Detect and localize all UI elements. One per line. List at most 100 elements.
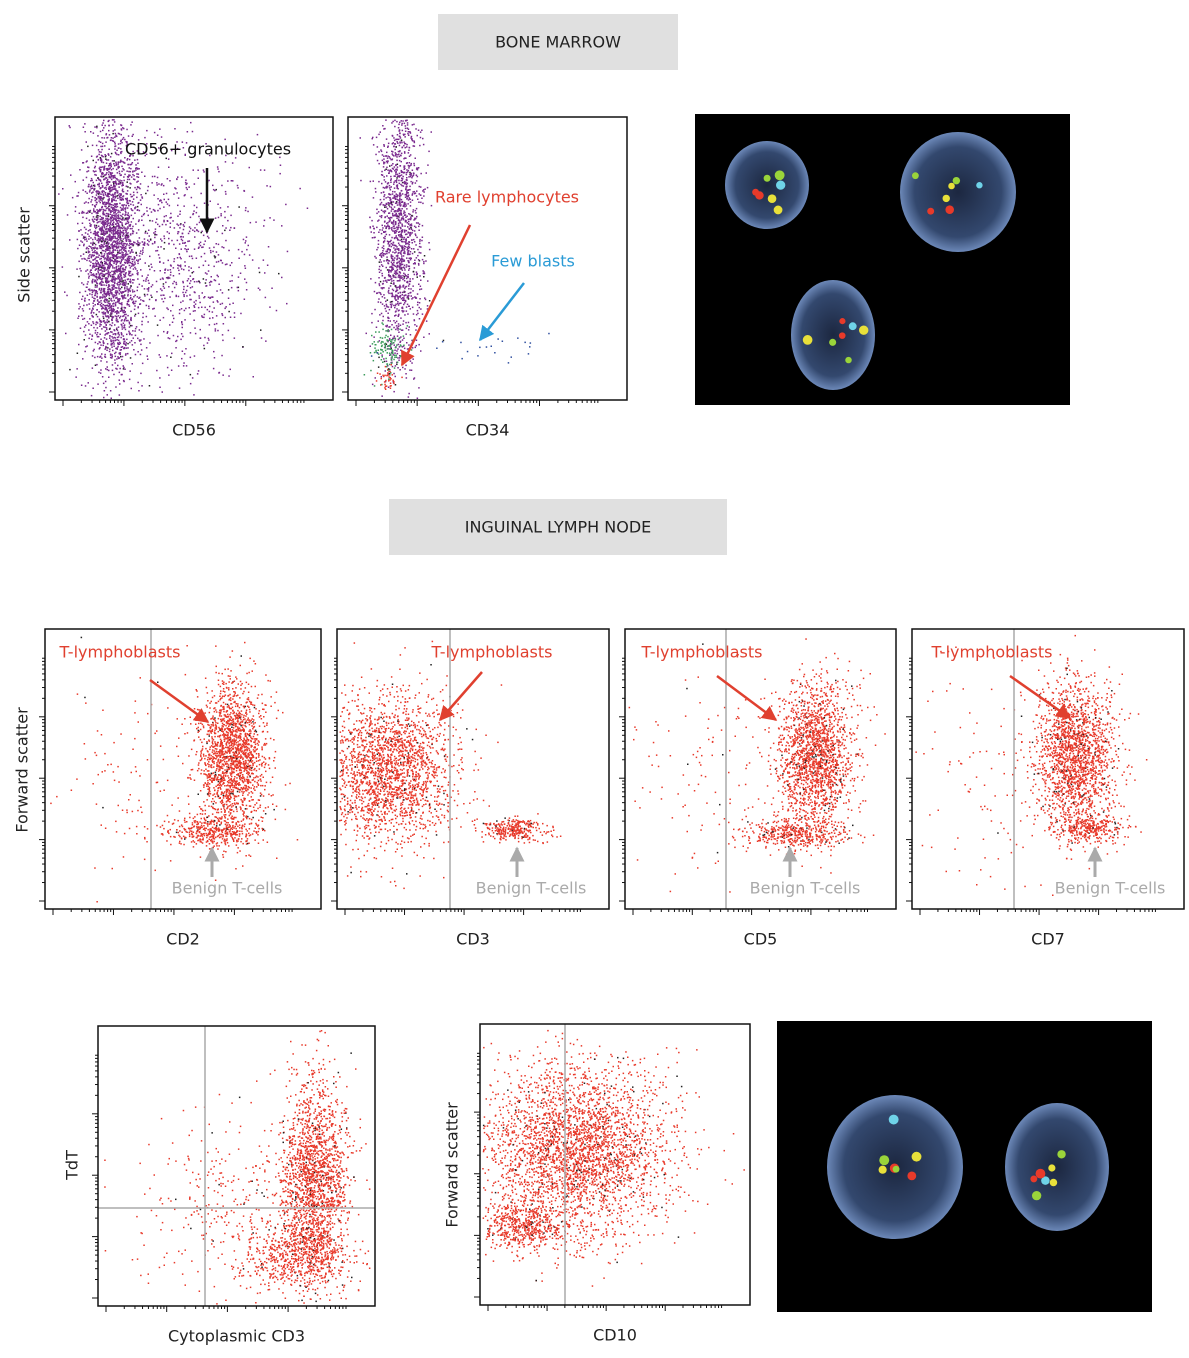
dot (215, 315, 218, 317)
dot (399, 369, 401, 371)
dot (98, 275, 101, 277)
dot (103, 221, 106, 223)
dot (394, 125, 396, 128)
dot (130, 251, 132, 253)
dot (126, 170, 128, 172)
dot (105, 249, 107, 251)
dot (114, 271, 116, 273)
dot (94, 185, 96, 187)
dot (142, 224, 145, 227)
dot (394, 245, 397, 247)
dot (147, 290, 150, 292)
dot (90, 247, 93, 249)
dot (66, 294, 68, 297)
dot (400, 336, 402, 338)
dot (139, 296, 141, 299)
dot (416, 169, 419, 171)
dot (129, 239, 131, 241)
dot (394, 153, 397, 156)
dot (398, 135, 401, 137)
dot (101, 306, 104, 308)
dot (114, 324, 116, 326)
dot (132, 191, 135, 194)
dot (122, 136, 125, 139)
dot (393, 227, 395, 230)
dot (151, 182, 153, 184)
dot (116, 368, 118, 370)
dot (188, 266, 190, 268)
dot (120, 209, 122, 211)
dot (130, 255, 132, 258)
dot (132, 337, 134, 339)
dot (97, 183, 99, 186)
dot (263, 225, 265, 227)
dot (228, 375, 230, 377)
dot (139, 183, 142, 185)
dot (114, 241, 116, 243)
dot (96, 300, 99, 302)
dot (107, 222, 110, 225)
dot (141, 196, 143, 198)
dot (101, 142, 104, 145)
dot (384, 235, 386, 238)
dot (415, 195, 418, 197)
dot (134, 302, 136, 305)
dot (394, 202, 397, 204)
dot (120, 214, 122, 217)
dot (136, 196, 138, 199)
dot (419, 285, 422, 287)
dot (127, 227, 129, 229)
dot (120, 275, 122, 277)
dot (122, 184, 124, 186)
dot (102, 342, 105, 344)
dot (119, 266, 122, 268)
dot (195, 257, 198, 259)
dot (124, 259, 127, 261)
dot (213, 350, 215, 353)
dot (105, 269, 107, 271)
dot (217, 275, 219, 278)
dot (397, 261, 399, 264)
dot (173, 317, 175, 320)
dot (88, 166, 90, 169)
dot (129, 297, 131, 300)
dot (114, 145, 116, 148)
dot (217, 168, 219, 170)
dot (412, 211, 414, 213)
dot (170, 271, 172, 274)
dot (127, 289, 130, 292)
dot (400, 317, 402, 319)
dot (112, 229, 115, 232)
dot (128, 280, 131, 283)
dot (390, 175, 392, 178)
dot (383, 194, 386, 196)
dot (152, 208, 155, 211)
dot (111, 278, 113, 280)
dot (412, 209, 415, 211)
dot (90, 242, 92, 244)
dot (393, 344, 395, 346)
dot (397, 348, 399, 350)
dot (108, 320, 110, 323)
dot (82, 310, 85, 312)
dot (200, 231, 202, 234)
dot (116, 315, 118, 318)
dot (126, 159, 128, 161)
dot (398, 244, 401, 246)
dot (106, 179, 109, 181)
dot (397, 327, 399, 330)
dot (122, 279, 124, 282)
dot (118, 172, 121, 175)
dot (123, 320, 126, 322)
dot (183, 309, 186, 312)
dot (119, 199, 121, 201)
dot (102, 223, 104, 225)
dot (393, 247, 395, 249)
dot (418, 387, 420, 389)
dot (99, 141, 102, 143)
dot (120, 349, 122, 351)
dot (105, 347, 107, 349)
dot (104, 356, 107, 358)
dot (115, 351, 117, 354)
dot (236, 184, 239, 187)
